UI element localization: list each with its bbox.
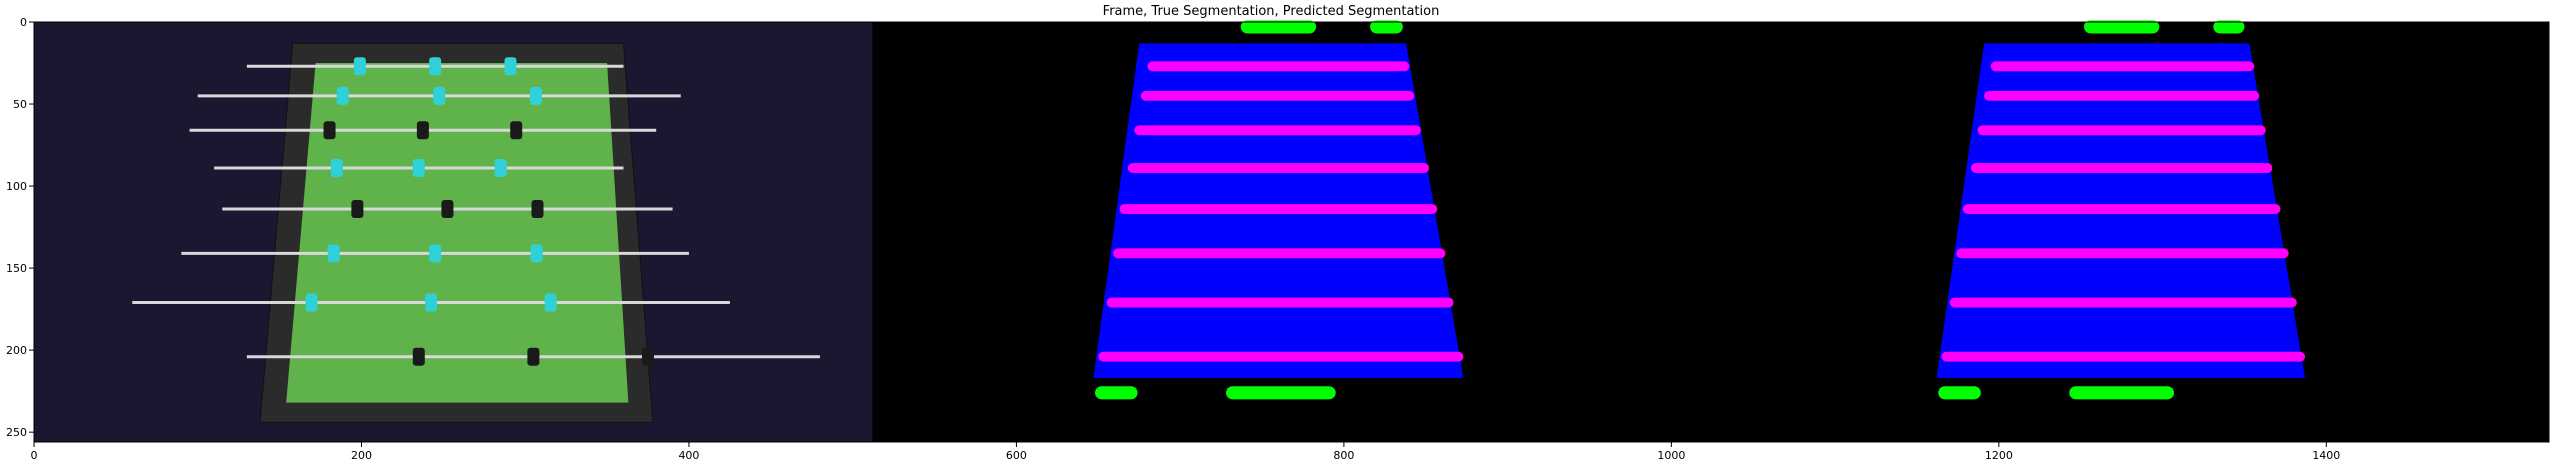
predicted-rod-mask [1977,125,2266,136]
y-tick-label: 50 [13,98,27,111]
predicted-rod-mask [1941,351,2306,362]
frame-player [353,57,366,76]
frame-player [330,159,343,178]
predicted-rod-mask [1962,204,2281,214]
true-rod-mask [1140,90,1415,101]
x-tick-label: 1400 [2312,449,2340,462]
frame-player [305,293,318,312]
predicted-rod-mask [1956,248,2289,259]
predicted-goal-mask [2083,20,2160,34]
y-axis: 0 50 100 150 200 250 [6,16,34,439]
true-rod-mask [1147,61,1410,72]
frame-player [429,57,442,76]
x-tick-label: 200 [351,449,372,462]
frame-player [336,86,349,105]
true-rod-mask [1127,163,1430,173]
y-tick-label: 150 [6,262,27,275]
frame-player [510,121,523,140]
true-goal-mask [1095,386,1138,400]
frame-player [504,57,517,76]
x-tick-label: 1000 [1657,449,1685,462]
y-tick-label: 250 [6,426,27,439]
predicted-rod-mask [1971,163,2273,173]
true-goal-mask [1226,386,1336,400]
y-tick-label: 200 [6,344,27,357]
true-rod-mask [1119,204,1438,214]
predicted-rod-mask [1984,90,2260,101]
predicted-rod-mask [1949,297,2297,308]
frame-player [441,200,454,219]
axes-frame [33,21,2550,443]
chart-title: Frame, True Segmentation, Predicted Segm… [1103,4,1440,19]
frame-player [412,159,425,178]
true-rod-mask [1113,248,1446,259]
image-layer [34,20,2549,442]
frame-player [530,244,543,263]
x-tick-label: 0 [31,449,38,462]
true-rod-mask [1134,125,1421,136]
frame-player [544,293,557,312]
x-tick-label: 1200 [1985,449,2013,462]
frame-player [529,86,542,105]
frame-player [494,159,507,178]
frame-player [323,121,336,140]
x-tick-label: 600 [1006,449,1027,462]
frame-player [327,244,340,263]
frame-player [433,86,446,105]
y-tick-label: 0 [20,16,27,29]
true-rod-mask [1098,351,1464,362]
true-goal-mask [1370,20,1403,34]
frame-player [429,244,442,263]
frame-player [416,121,429,140]
frame-player [642,347,655,366]
frame-player [425,293,438,312]
frame-player [351,200,364,219]
x-axis: 0 200 400 600 800 1000 1200 1400 [31,442,2340,462]
predicted-goal-mask [1938,386,1981,400]
predicted-rod-mask [1990,61,2255,72]
x-tick-label: 800 [1333,449,1354,462]
frame-player [412,347,425,366]
frame-player [531,200,544,219]
predicted-goal-mask [2069,386,2175,400]
true-rod-mask [1106,297,1454,308]
y-tick-label: 100 [6,180,27,193]
frame-player [527,347,540,366]
true-goal-mask [1240,20,1317,34]
predicted-goal-mask [2213,20,2245,34]
x-tick-label: 400 [678,449,699,462]
frame-field [286,63,629,403]
